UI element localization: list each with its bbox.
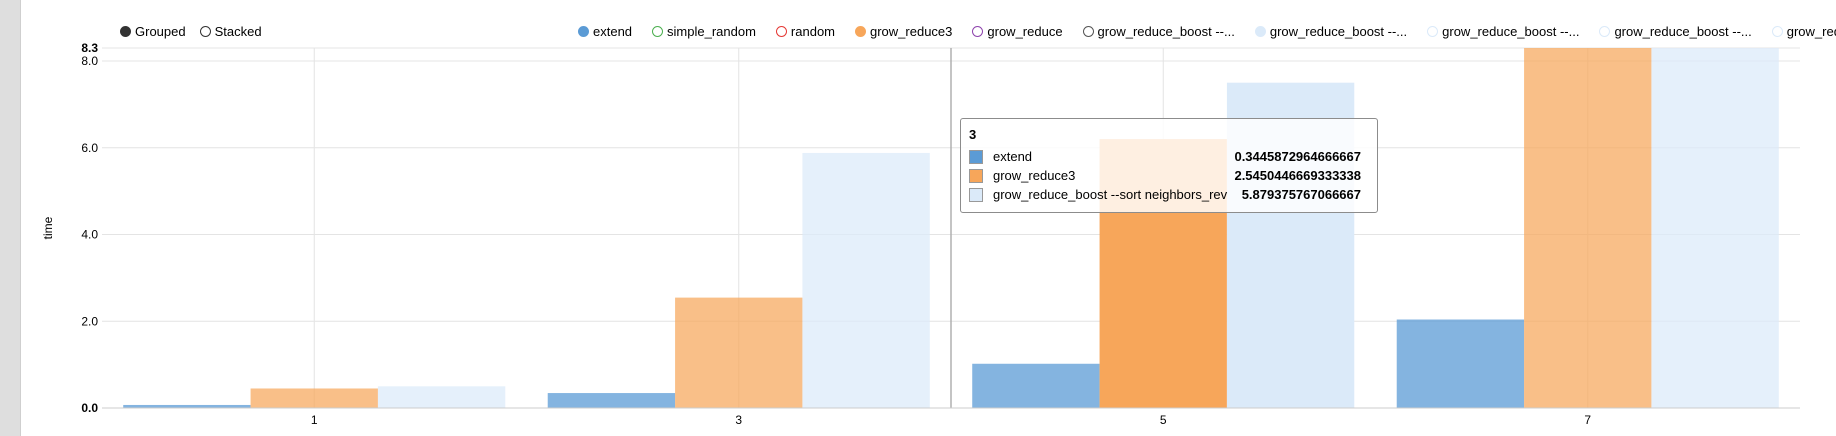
tooltip-value: 2.5450446669333338 (1234, 168, 1361, 183)
tooltip-swatch-grow-reduce-boost (969, 187, 983, 202)
grouped-label: Grouped (135, 24, 186, 39)
legend-label: simple_random (667, 24, 756, 39)
bar (1524, 48, 1652, 408)
legend-marker-icon (1082, 26, 1094, 37)
x-tick-label: 3 (735, 413, 742, 427)
y-tick-label: 6.0 (81, 141, 98, 155)
legend-marker-icon (855, 26, 866, 37)
legend-label: grow_reduce (987, 24, 1063, 39)
chart-tooltip: 3 extend 0.3445872964666667 grow_reduce3… (960, 118, 1378, 213)
bar (547, 393, 676, 408)
bar (802, 152, 930, 408)
tooltip-title: 3 (969, 127, 977, 142)
legend-label: grow_reduce_boost --... (1269, 24, 1408, 39)
legend-item[interactable]: grow_reduce (972, 24, 1063, 39)
legend-item[interactable]: grow_reduce_boost --... (1082, 24, 1235, 39)
legend-item[interactable]: simple_random (652, 24, 756, 39)
bar (1396, 319, 1525, 408)
legend-item[interactable]: grow_reduce_boost --... (1599, 24, 1752, 39)
bar (123, 404, 251, 408)
tooltip-row: extend 0.3445872964666667 (969, 147, 1361, 166)
legend-item[interactable]: random (775, 24, 835, 39)
y-tick-label: 8.3 (81, 41, 98, 55)
legend-marker-icon (1427, 26, 1439, 37)
legend-marker-icon (652, 26, 664, 37)
tooltip-key: grow_reduce3 (993, 168, 1076, 183)
legend-item[interactable]: grow_reduce_boost --... (1254, 24, 1408, 39)
tooltip-swatch-grow-reduce3 (969, 168, 983, 183)
bar (972, 363, 1100, 408)
y-tick-label: 0.0 (81, 401, 98, 415)
y-tick-label: 8.0 (81, 54, 98, 68)
stacked-radio-icon (199, 26, 211, 37)
y-tick-label: 4.0 (81, 228, 98, 242)
legend-marker-icon (1254, 26, 1266, 37)
y-tick-label: 2.0 (81, 314, 98, 328)
legend-label: grow_reduce_boost --... (1786, 24, 1836, 39)
tooltip-value: 0.3445872964666667 (1234, 149, 1361, 164)
grouped-radio-icon (120, 26, 131, 37)
legend-item[interactable]: grow_reduce_boost --... (1771, 24, 1836, 39)
legend-marker-icon (775, 26, 787, 37)
tooltip-swatch-extend (969, 149, 983, 164)
legend-label: grow_reduce_boost --... (1614, 24, 1752, 39)
legend-marker-icon (972, 26, 984, 37)
legend-marker-icon (1599, 26, 1611, 37)
legend-marker-icon (578, 26, 589, 37)
chart-mode-controls: Grouped Stacked (120, 24, 262, 39)
legend-label: random (790, 24, 835, 39)
left-panel-edge (0, 0, 21, 436)
stacked-radio[interactable]: Stacked (199, 24, 262, 39)
legend-item[interactable]: extend (578, 24, 632, 39)
bar (1651, 48, 1779, 408)
tooltip-row: grow_reduce3 2.5450446669333338 (969, 166, 1361, 185)
legend-item[interactable]: grow_reduce3 (855, 24, 952, 39)
x-tick-label: 7 (1584, 413, 1591, 427)
legend-label: grow_reduce_boost --... (1442, 24, 1580, 39)
legend-item[interactable]: grow_reduce_boost --... (1427, 24, 1579, 39)
bar (675, 297, 803, 408)
legend-marker-icon (1771, 26, 1783, 37)
bar (250, 388, 378, 408)
legend-label: grow_reduce3 (870, 24, 953, 39)
y-axis-label: time (41, 216, 55, 239)
tooltip-key: grow_reduce_boost --sort neighbors_rev (993, 187, 1228, 202)
chart-legend: extend simple_random random grow_reduce3 gro… (578, 24, 1836, 39)
tooltip-key: extend (993, 149, 1033, 164)
tooltip-value: 5.879375767066667 (1241, 187, 1361, 202)
x-tick-label: 1 (311, 413, 318, 427)
tooltip-row: grow_reduce_boost --sort neighbors_rev 5… (969, 185, 1361, 204)
x-tick-label: 5 (1160, 413, 1167, 427)
legend-label: grow_reduce_boost --... (1097, 24, 1235, 39)
legend-label: extend (593, 24, 633, 39)
bar (377, 386, 506, 408)
grouped-radio[interactable]: Grouped (120, 24, 186, 39)
stacked-label: Stacked (214, 24, 262, 39)
